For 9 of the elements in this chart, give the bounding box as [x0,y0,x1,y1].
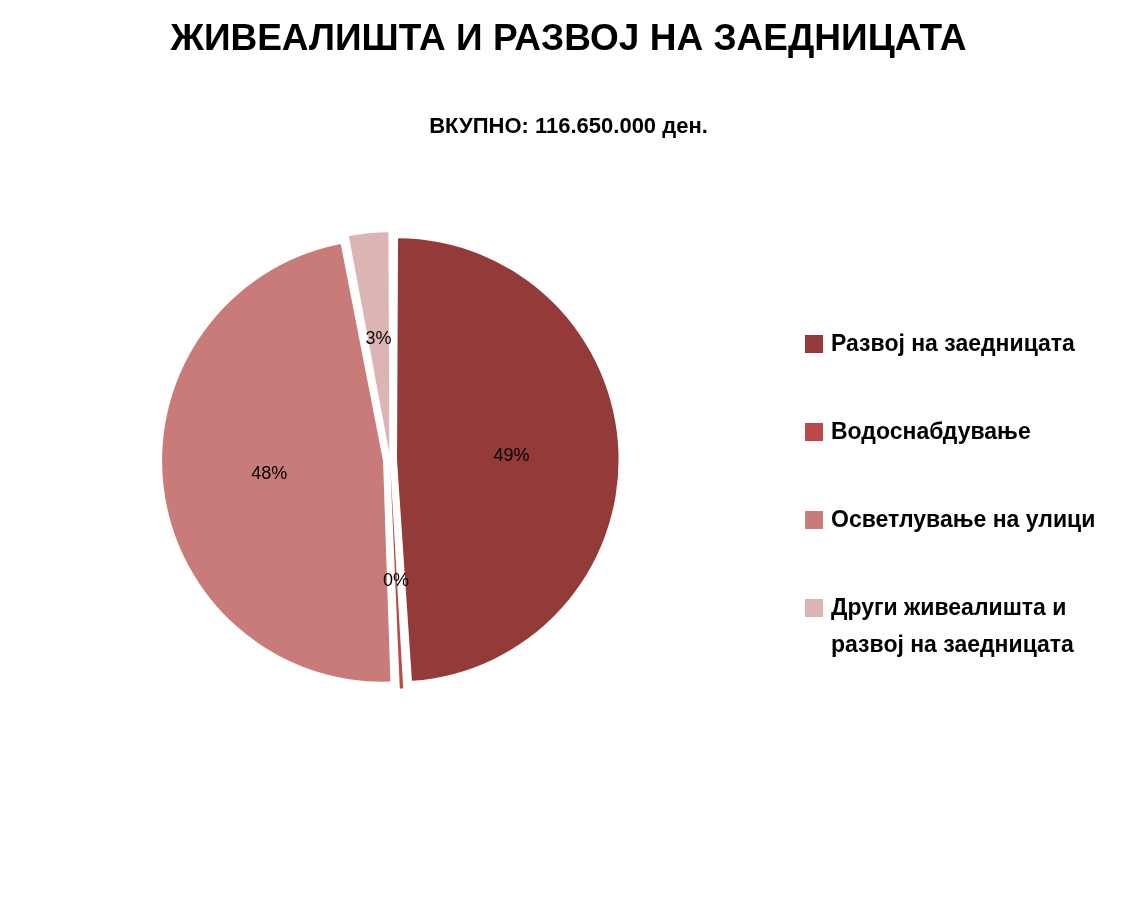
chart-subtitle: ВКУПНО: 116.650.000 ден. [428,112,709,140]
legend-label: Развој на заедницата [831,329,1076,358]
data-label: 3% [365,328,392,349]
legend-label: Водоснабдување [831,417,1032,446]
legend-label: Осветлување на улици [831,505,1097,534]
legend-label: Други живеалишта и развој на заедницата [831,593,1075,659]
chart-title: ЖИВЕАЛИШТА И РАЗВОЈ НА ЗАЕДНИЦАТА [169,16,968,60]
data-label: 48% [251,462,288,483]
data-label: 49% [493,445,530,466]
